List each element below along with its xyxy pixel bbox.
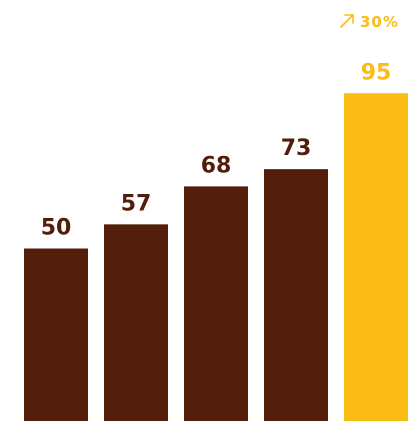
- value-label-3: 68: [201, 153, 232, 178]
- value-labels-group: 50 57 68 73 95: [41, 60, 392, 240]
- arrow-up-right-icon: [340, 14, 354, 28]
- bar-2: [104, 224, 168, 421]
- bar-1: [24, 248, 88, 421]
- value-label-4: 73: [281, 136, 312, 161]
- value-label-2: 57: [121, 191, 152, 216]
- bar-5: [344, 93, 408, 421]
- value-label-5: 95: [361, 60, 392, 85]
- growth-annotation-text: 30%: [360, 13, 399, 31]
- bar-3: [184, 186, 248, 421]
- bar-4: [264, 169, 328, 421]
- value-label-1: 50: [41, 216, 72, 241]
- bars-group: [24, 93, 408, 421]
- growth-annotation: 30%: [340, 13, 399, 31]
